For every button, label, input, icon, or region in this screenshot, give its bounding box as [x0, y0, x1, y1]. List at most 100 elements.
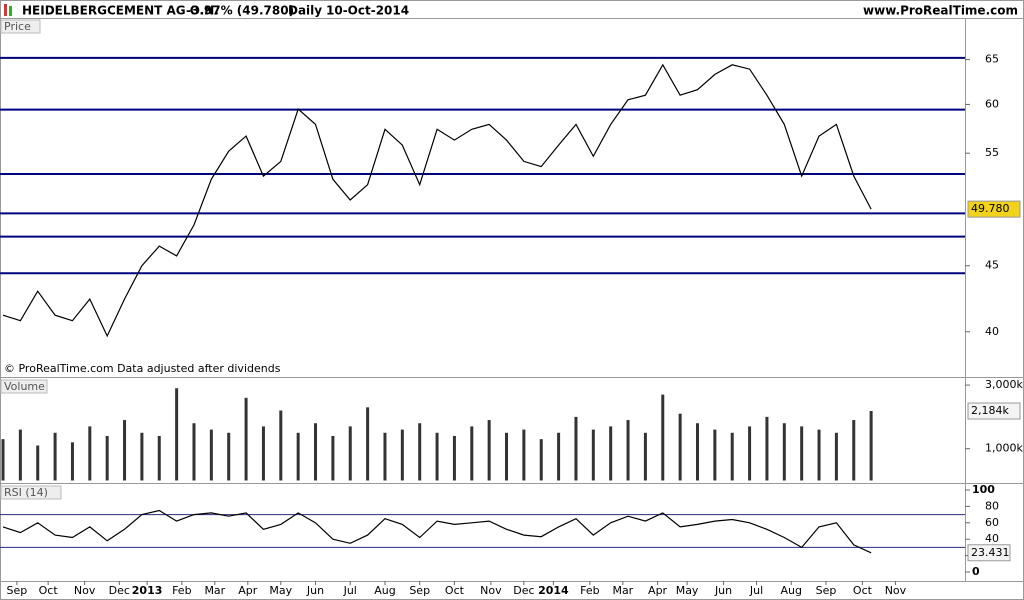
y-tick-label: 1,000k: [985, 442, 1023, 455]
volume-bar: [643, 432, 647, 481]
x-tick-label: Oct: [445, 584, 465, 597]
last-value-label: 2,184k: [971, 404, 1009, 417]
volume-bar: [834, 432, 838, 481]
volume-bar: [157, 435, 161, 481]
last-value-tag: [967, 402, 1021, 420]
y-tick-label: 3,000k: [985, 378, 1023, 391]
site: www.ProRealTime.com: [863, 4, 1018, 18]
volume-bar: [626, 420, 630, 481]
panel-label-box: [0, 379, 48, 394]
x-tick-label: Oct: [853, 584, 873, 597]
logo: [9, 6, 12, 16]
volume-bar: [244, 397, 248, 481]
panel-label-box: [0, 19, 41, 34]
y-tick-label: 60: [985, 516, 999, 529]
volume-bar: [400, 429, 404, 481]
volume-bar: [296, 432, 300, 481]
x-tick-label: Jul: [343, 584, 357, 597]
volume-bar: [175, 388, 179, 481]
volume-bar: [817, 429, 821, 481]
volume-bar: [209, 429, 213, 481]
x-tick-label: Apr: [238, 584, 258, 597]
x-tick-label: Feb: [580, 584, 599, 597]
x-tick-label: Nov: [885, 584, 907, 597]
volume-bar: [418, 423, 422, 481]
volume-bar: [314, 423, 318, 481]
note: © ProRealTime.com Data adjusted after di…: [4, 362, 281, 375]
volume-bar: [331, 435, 335, 481]
x-tick-label: Mar: [204, 584, 225, 597]
volume-bar: [192, 423, 196, 481]
volume-bar: [261, 426, 265, 481]
volume-bar: [782, 423, 786, 481]
x-tick-label: Sep: [409, 584, 430, 597]
x-tick-label: Nov: [74, 584, 96, 597]
volume-bar: [452, 435, 456, 481]
volume-bar: [695, 423, 699, 481]
x-tick-label: 2014: [538, 584, 569, 597]
volume-bar: [800, 426, 804, 481]
volume-bar: [557, 432, 561, 481]
volume-bar: [70, 442, 74, 481]
volume-bar: [591, 429, 595, 481]
panel-label: Price: [4, 20, 31, 33]
volume-bar: [678, 413, 682, 481]
y-tick-label: 45: [985, 259, 999, 272]
change: -3.97% (49.780): [186, 4, 294, 18]
volume-bar: [869, 411, 873, 481]
x-tick-label: Oct: [39, 584, 59, 597]
last-value-tag: [967, 200, 1021, 218]
volume-bar: [852, 420, 856, 481]
price-line: [2, 63, 872, 338]
panel-label: RSI (14): [4, 486, 48, 499]
x-tick-label: Aug: [781, 584, 802, 597]
x-tick-label: Dec: [513, 584, 534, 597]
volume-bar: [522, 429, 526, 481]
panel-label-box: [0, 485, 62, 500]
last-value-tag: [967, 544, 1011, 562]
y-tick-label: 80: [985, 499, 999, 512]
volume-bar: [539, 439, 543, 481]
x-tick-label: Jun: [306, 584, 324, 597]
x-tick-label: Sep: [816, 584, 837, 597]
x-tick-label: Nov: [480, 584, 502, 597]
y-tick-label: 60: [985, 97, 999, 110]
volume-bar: [470, 426, 474, 481]
rsi-line: [2, 509, 872, 554]
volume-bar: [765, 416, 769, 481]
last-value-label: 23.431: [971, 546, 1010, 559]
x-tick-label: Sep: [7, 584, 28, 597]
x-tick-label: Apr: [648, 584, 668, 597]
y-tick-label: 65: [985, 53, 999, 66]
x-tick-label: Dec: [109, 584, 130, 597]
volume-bar: [18, 429, 22, 481]
volume-bar: [383, 432, 387, 481]
volume-bar: [730, 432, 734, 481]
volume-bar: [123, 420, 127, 481]
volume-bar: [53, 432, 57, 481]
y-tick-label: 40: [985, 532, 999, 545]
x-tick-label: Aug: [374, 584, 395, 597]
x-tick-label: 2013: [132, 584, 163, 597]
y-tick-label: 0: [972, 565, 980, 578]
volume-bar: [279, 410, 283, 481]
x-tick-label: May: [676, 584, 699, 597]
y-tick-label: 55: [985, 146, 999, 159]
volume-bar: [227, 432, 231, 481]
volume-bar: [88, 426, 92, 481]
y-tick-label: 100: [972, 483, 995, 496]
x-tick-label: Mar: [612, 584, 633, 597]
date: 10-Oct-2014: [326, 4, 409, 18]
volume-bar: [505, 432, 509, 481]
volume-bar: [140, 432, 144, 481]
period: Daily: [288, 4, 322, 18]
x-tick-label: Jun: [714, 584, 732, 597]
logo: [4, 4, 7, 16]
volume-bar: [487, 420, 491, 481]
volume-bar: [609, 426, 613, 481]
x-tick-label: May: [269, 584, 292, 597]
volume-bar: [348, 426, 352, 481]
volume-bar: [748, 426, 752, 481]
